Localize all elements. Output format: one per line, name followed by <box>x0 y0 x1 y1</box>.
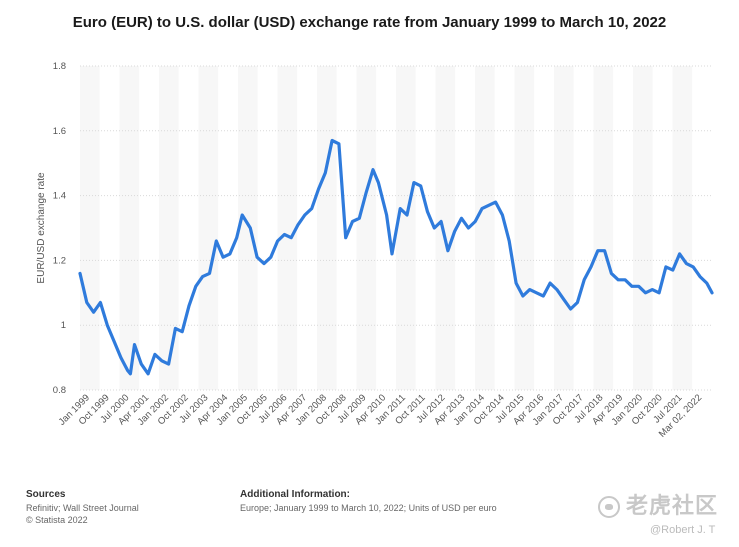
series-line <box>78 138 714 376</box>
plot-band <box>475 66 495 390</box>
plot-band <box>257 66 278 390</box>
y-tick-label: 1 <box>61 320 66 331</box>
plot-band <box>238 66 258 390</box>
plot-band <box>573 66 594 390</box>
plot-band <box>198 66 219 390</box>
plot-band <box>159 66 179 390</box>
plot-band <box>514 66 535 390</box>
watermark-logo: 老虎社区 <box>598 488 718 520</box>
y-axis-ticks: 0.8 1 1.2 1.4 1.6 1.8 <box>53 61 66 396</box>
plot-band <box>99 66 120 390</box>
plot-band <box>218 66 238 390</box>
plot-band <box>80 66 100 390</box>
additional-info-heading: Additional Information: <box>240 489 350 500</box>
plot-band <box>534 66 554 390</box>
plot-band <box>672 66 693 390</box>
y-tick-label: 1.4 <box>53 191 66 202</box>
plot-band <box>356 66 377 390</box>
plot-band <box>178 66 199 390</box>
y-tick-label: 1.2 <box>53 255 66 266</box>
copyright-text[interactable]: © Statista 2022 <box>26 515 88 525</box>
sources-heading: Sources <box>26 489 66 500</box>
plot-band <box>139 66 159 390</box>
plot-band <box>415 66 436 390</box>
watermark-handle: @Robert J. T <box>650 524 716 536</box>
tiger-paw-icon <box>598 496 620 519</box>
sources-text: Refinitiv; Wall Street Journal <box>26 503 139 513</box>
plot-band <box>455 66 475 390</box>
plot-band <box>692 66 712 390</box>
grid-lines <box>80 65 712 391</box>
plot-band <box>277 66 298 390</box>
plot-band <box>396 66 416 390</box>
plot-background <box>80 66 712 390</box>
plot-band <box>652 66 673 390</box>
plot-band <box>593 66 614 390</box>
y-axis-title: EUR/USD exchange rate <box>36 172 47 284</box>
watermark-logo-text: 老虎社区 <box>626 493 719 518</box>
plot-band <box>613 66 633 390</box>
plot-band <box>297 66 317 390</box>
y-tick-label: 1.6 <box>53 126 66 137</box>
plot-band <box>435 66 456 390</box>
plot-band <box>376 66 396 390</box>
plot-band <box>633 66 653 390</box>
y-tick-label: 0.8 <box>53 385 66 396</box>
series-layer <box>78 138 714 376</box>
plot-band <box>336 66 357 390</box>
plot-band <box>119 66 140 390</box>
chart-title: Euro (EUR) to U.S. dollar (USD) exchange… <box>72 14 667 31</box>
additional-info-text: Europe; January 1999 to March 10, 2022; … <box>240 503 497 513</box>
y-tick-label: 1.8 <box>53 61 66 72</box>
plot-band <box>554 66 574 390</box>
plot-band <box>317 66 337 390</box>
